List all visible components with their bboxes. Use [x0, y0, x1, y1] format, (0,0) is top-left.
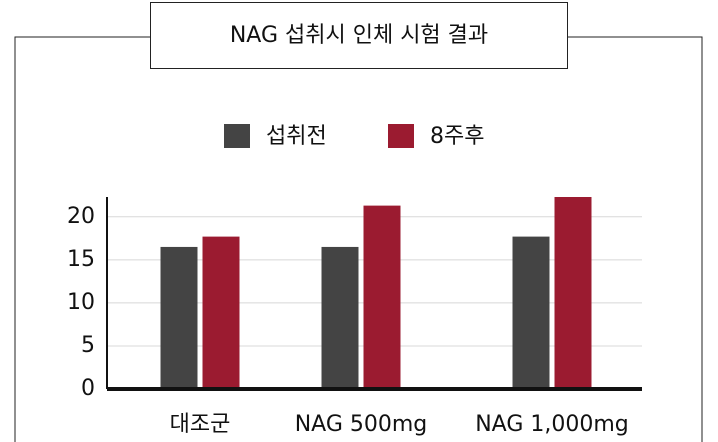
y-tick-label: 20 [67, 204, 95, 229]
y-tick-label: 0 [81, 376, 95, 401]
frame [14, 2, 703, 442]
legend-label: 섭취전 [266, 124, 327, 149]
bar [554, 197, 592, 389]
x-tick-label: NAG 1,000mg [475, 412, 629, 437]
legend-swatch [224, 124, 250, 148]
y-tick-label: 15 [67, 247, 95, 272]
legend-label: 8주후 [430, 124, 484, 149]
chart-title: NAG 섭취시 인체 시험 결과 [230, 23, 488, 48]
bar [160, 246, 198, 389]
y-tick-label: 10 [67, 290, 95, 315]
x-tick-label: NAG 500mg [295, 412, 428, 437]
x-tick-label: 대조군 [170, 412, 231, 437]
bar [512, 236, 550, 389]
bar [202, 236, 240, 389]
y-tick-label: 5 [81, 333, 95, 358]
legend-swatch [388, 124, 414, 148]
bar [363, 205, 401, 389]
bar [321, 246, 359, 389]
